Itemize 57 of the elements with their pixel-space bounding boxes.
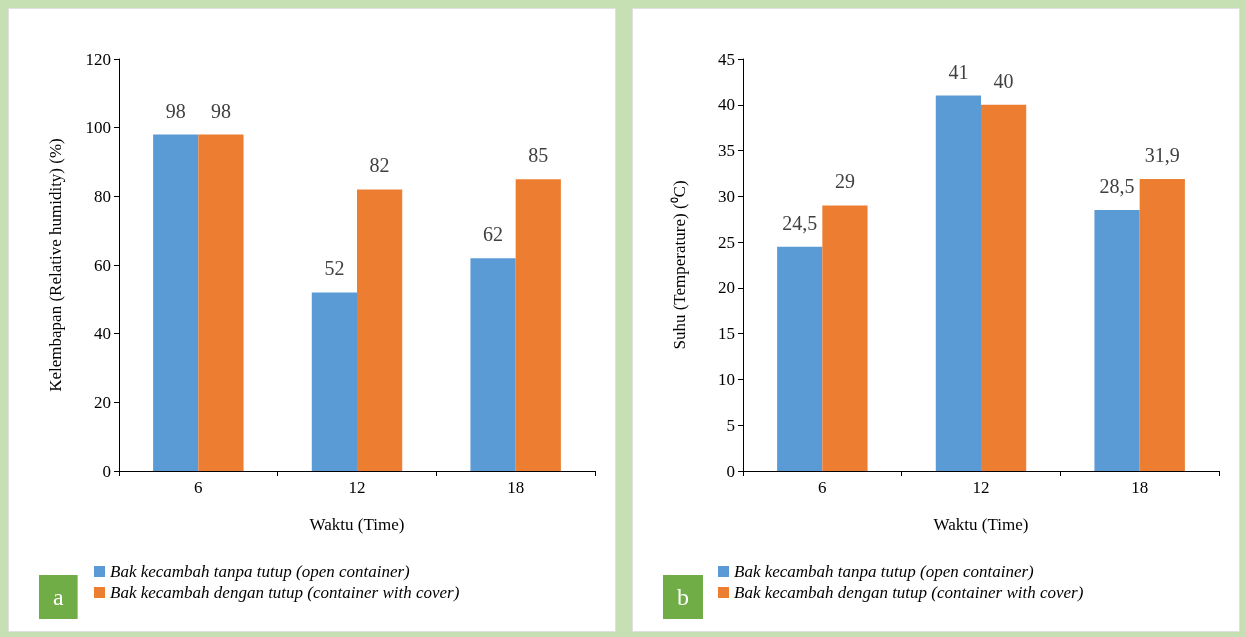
y-tick-label: 20 bbox=[718, 278, 735, 298]
bar bbox=[822, 205, 868, 471]
bar bbox=[357, 189, 403, 471]
x-tick-label: 6 bbox=[194, 478, 203, 497]
legend-label: Bak kecambah dengan tutup (container with cover) bbox=[734, 583, 1084, 602]
data-label: 29 bbox=[834, 170, 855, 193]
data-label: 31,9 bbox=[1144, 143, 1180, 166]
y-tick-label: 80 bbox=[94, 186, 111, 206]
x-tick-label: 12 bbox=[348, 478, 366, 497]
x-tick-label: 18 bbox=[1131, 478, 1149, 497]
text: b bbox=[677, 584, 689, 610]
x-axis-title: Waktu (Time) bbox=[309, 515, 405, 534]
data-label: 82 bbox=[369, 154, 390, 177]
y-tick-label: 20 bbox=[94, 392, 111, 412]
bar bbox=[1139, 178, 1185, 471]
x-axis-title: Waktu (Time) bbox=[933, 515, 1029, 534]
data-label: 98 bbox=[210, 99, 231, 122]
bar bbox=[1094, 210, 1140, 471]
y-tick-label: 120 bbox=[85, 49, 111, 69]
data-label: 40 bbox=[993, 69, 1014, 92]
x-tick-label: 12 bbox=[972, 478, 990, 497]
data-label: 85 bbox=[528, 144, 549, 167]
y-tick-label: 15 bbox=[718, 324, 735, 344]
y-tick-label: 100 bbox=[85, 118, 111, 138]
y-tick-label: 45 bbox=[718, 49, 735, 69]
data-label: 98 bbox=[165, 99, 186, 122]
text: a bbox=[53, 584, 64, 610]
bar bbox=[515, 179, 561, 471]
y-tick-label: 25 bbox=[718, 232, 735, 252]
bar bbox=[981, 104, 1027, 471]
bar bbox=[311, 292, 357, 471]
data-label: 41 bbox=[948, 60, 969, 83]
bar bbox=[935, 95, 981, 471]
legend-label: Bak kecambah tanpa tutup (open container) bbox=[734, 562, 1035, 581]
legend-label: Bak kecambah dengan tutup (container with cover) bbox=[110, 583, 460, 602]
data-label: 62 bbox=[483, 223, 504, 246]
data-label: 52 bbox=[324, 257, 345, 280]
y-tick-label: 0 bbox=[726, 461, 735, 481]
y-tick-label: 60 bbox=[94, 255, 111, 275]
y-axis-title: Suhu (Temperature) (⁰C) bbox=[670, 180, 689, 350]
bar bbox=[198, 134, 244, 471]
x-tick-label: 6 bbox=[818, 478, 827, 497]
y-axis-title: Kelembapan (Relative humidity) (%) bbox=[46, 138, 65, 392]
y-tick-label: 30 bbox=[718, 186, 735, 206]
x-tick-label: 18 bbox=[507, 478, 525, 497]
y-tick-label: 40 bbox=[718, 95, 735, 115]
y-tick-label: 35 bbox=[718, 141, 735, 161]
bar bbox=[777, 246, 823, 471]
y-tick-label: 40 bbox=[94, 324, 111, 344]
bar bbox=[470, 258, 516, 471]
y-tick-label: 5 bbox=[726, 415, 735, 435]
data-label: 24,5 bbox=[782, 211, 818, 234]
bar bbox=[153, 134, 199, 471]
data-label: 28,5 bbox=[1099, 175, 1135, 198]
y-tick-label: 10 bbox=[718, 369, 735, 389]
legend-label: Bak kecambah tanpa tutup (open container) bbox=[110, 562, 411, 581]
y-tick-label: 0 bbox=[102, 461, 111, 481]
